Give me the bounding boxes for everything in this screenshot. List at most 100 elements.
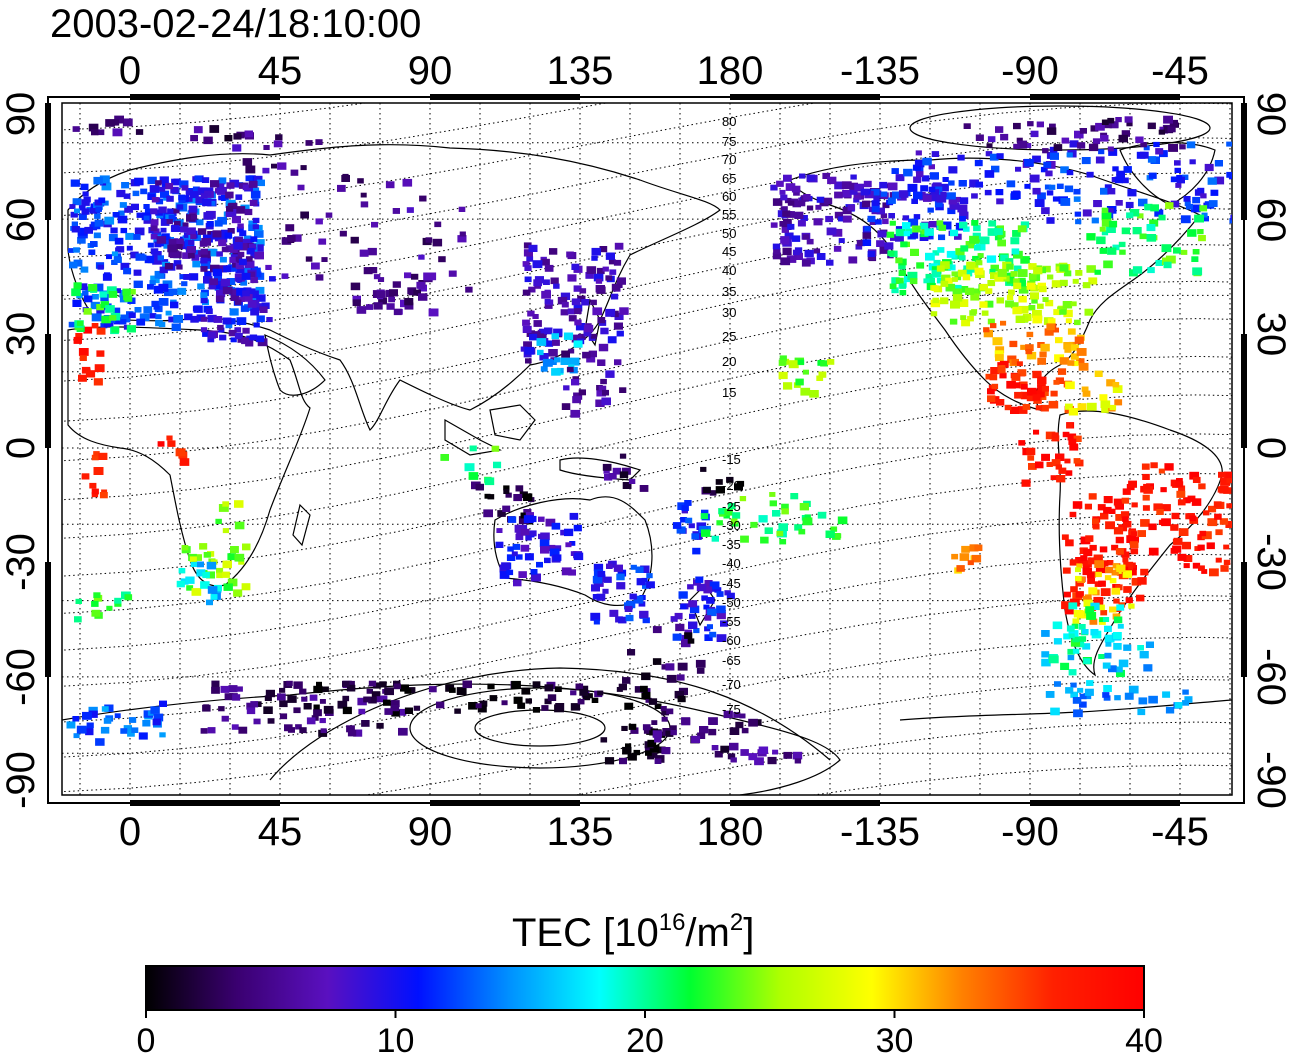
tec-cell xyxy=(1126,212,1134,219)
tec-cell xyxy=(1191,204,1201,213)
tec-cell xyxy=(516,528,525,536)
tec-cell xyxy=(1194,214,1204,223)
tec-cell xyxy=(384,687,394,696)
tec-cell xyxy=(785,183,796,191)
tec-cell xyxy=(899,283,907,289)
tec-cell xyxy=(180,226,188,233)
tec-cell xyxy=(101,315,111,324)
top-lon-tick-label: -45 xyxy=(1151,49,1209,93)
tec-cell xyxy=(551,333,559,340)
tec-cell xyxy=(1107,208,1114,213)
tec-cell xyxy=(1017,369,1027,377)
tec-cell xyxy=(887,250,895,256)
tec-cell xyxy=(1220,477,1231,486)
tec-cell xyxy=(1061,601,1071,610)
tec-cell xyxy=(533,320,542,327)
tec-cell xyxy=(929,172,939,180)
tec-cell xyxy=(256,179,265,187)
tec-cell xyxy=(261,302,270,309)
tec-cell xyxy=(963,226,970,232)
colorbar-ticks: 0 10 20 30 40 xyxy=(137,1010,1163,1057)
tec-cell xyxy=(619,757,627,765)
tec-cell xyxy=(681,505,689,511)
colorbar-title-end: ] xyxy=(743,911,754,955)
tec-cell xyxy=(704,634,713,641)
tec-cell xyxy=(202,198,212,207)
tec-cell xyxy=(582,694,591,701)
tec-cell xyxy=(1128,603,1135,609)
tec-cell xyxy=(211,680,220,688)
tec-cell xyxy=(1086,611,1097,620)
tec-cell xyxy=(544,557,551,564)
tec-cell xyxy=(1037,376,1047,385)
tec-cell xyxy=(665,730,674,737)
tec-cell xyxy=(871,188,880,196)
tec-cell xyxy=(591,584,600,592)
tec-cell xyxy=(502,505,511,512)
colorbar-tick-label: 30 xyxy=(876,1022,914,1057)
tec-cell xyxy=(221,194,229,201)
tec-cell xyxy=(232,694,241,701)
tec-cell xyxy=(1126,535,1137,543)
tec-cell xyxy=(385,181,395,189)
tec-cell xyxy=(245,256,253,262)
tec-cell xyxy=(772,510,781,517)
tec-cell xyxy=(114,713,121,719)
tec-cell xyxy=(670,730,677,736)
tec-cell xyxy=(1050,475,1057,481)
tec-cell xyxy=(1015,315,1025,323)
tec-cell xyxy=(247,300,257,308)
tec-cell xyxy=(555,703,565,711)
tec-cell xyxy=(800,215,808,221)
tec-cell xyxy=(96,304,105,311)
frame-bar-left xyxy=(45,103,51,220)
tec-cell xyxy=(577,295,586,303)
tec-cell xyxy=(1037,357,1046,365)
tec-cell xyxy=(860,188,869,196)
tec-cell xyxy=(989,153,999,161)
tec-cell xyxy=(211,686,220,694)
tec-cell xyxy=(1201,212,1208,218)
tec-cell xyxy=(151,197,159,203)
tec-cell xyxy=(74,208,80,214)
tec-cell xyxy=(150,248,159,255)
tec-cell xyxy=(954,284,962,291)
tec-cell xyxy=(93,283,104,292)
tec-cell xyxy=(200,728,208,734)
tec-cell xyxy=(591,697,599,703)
tec-cell xyxy=(1065,470,1073,476)
tec-cell xyxy=(961,545,970,553)
tec-cell xyxy=(147,176,157,185)
tec-cell xyxy=(936,220,944,226)
tec-cell xyxy=(257,338,268,347)
tec-cell xyxy=(183,232,191,238)
tec-cell xyxy=(1116,669,1125,678)
tec-cell xyxy=(1224,471,1232,480)
tec-cell xyxy=(218,706,225,712)
tec-cell xyxy=(81,208,90,215)
tec-cell xyxy=(216,183,225,190)
tec-cell xyxy=(150,233,158,240)
tec-cell xyxy=(961,319,971,327)
tec-cell xyxy=(1086,171,1094,178)
tec-cell xyxy=(1187,229,1197,237)
tec-cell xyxy=(456,687,467,695)
tec-cell xyxy=(428,686,437,693)
tec-cell xyxy=(238,258,247,265)
tec-cell xyxy=(605,370,615,378)
tec-cell xyxy=(1018,440,1026,446)
tec-cell xyxy=(1048,655,1059,664)
tec-cell xyxy=(590,299,597,306)
tec-cell xyxy=(99,291,108,298)
tec-cell xyxy=(230,293,240,301)
tec-cell xyxy=(256,335,265,343)
tec-cell xyxy=(1073,188,1081,195)
tec-cell xyxy=(1136,594,1145,602)
tec-cell xyxy=(185,196,193,202)
tec-cell xyxy=(602,389,609,396)
tec-cell xyxy=(1072,501,1083,509)
tec-cell xyxy=(124,594,133,601)
tec-cell xyxy=(73,259,83,267)
tec-cell xyxy=(408,289,417,296)
tec-cell xyxy=(404,302,414,310)
